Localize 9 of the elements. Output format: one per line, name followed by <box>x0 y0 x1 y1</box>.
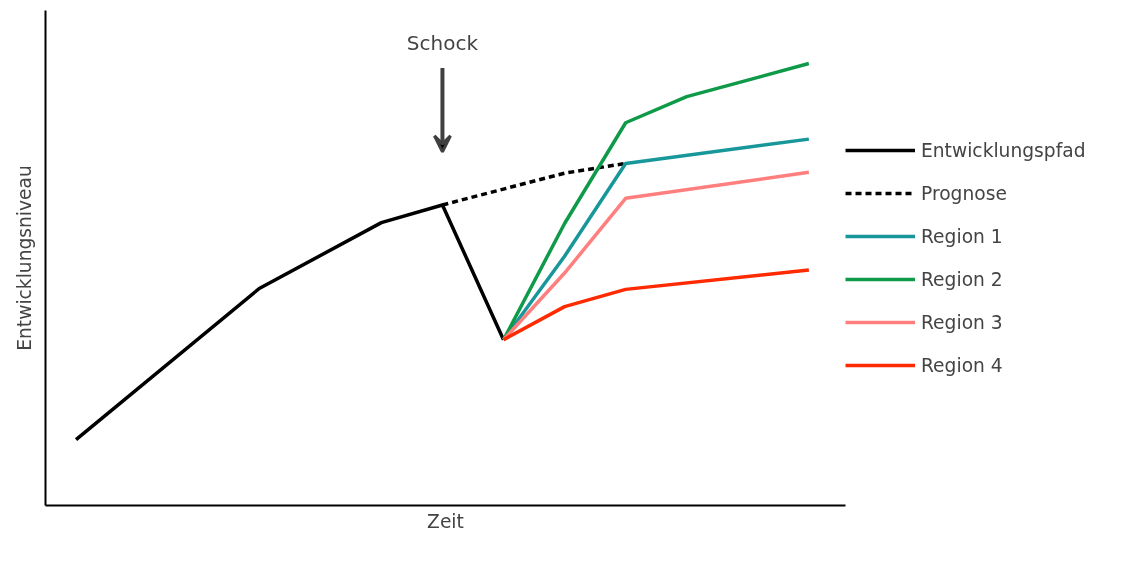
y-axis-title: Entwicklungsniveau <box>13 165 35 351</box>
legend-label: Region 1 <box>921 225 1003 247</box>
text: Schock <box>406 30 479 55</box>
legend-label: Prognose <box>921 182 1007 204</box>
legend-label: Entwicklungspfad <box>921 139 1086 161</box>
legend-label: Region 3 <box>921 311 1003 333</box>
legend-label: Region 2 <box>921 268 1003 290</box>
legend-label: Region 4 <box>921 354 1003 376</box>
x-axis-title: Zeit <box>427 510 464 532</box>
